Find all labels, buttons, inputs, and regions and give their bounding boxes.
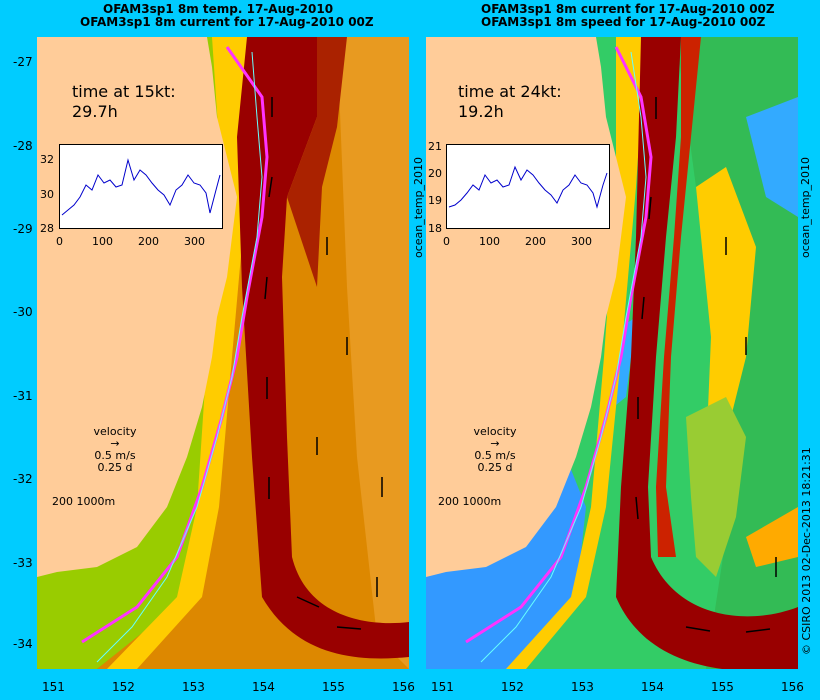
depth-200: 200 <box>438 495 459 508</box>
lon-tick-right-156: 156 <box>781 680 804 694</box>
speed-map <box>426 37 798 669</box>
right-inset-chart <box>446 144 610 229</box>
right-velocity-legend: velocity → 0.5 m/s 0.25 d <box>460 426 530 474</box>
velocity-arrow-icon: → <box>490 437 500 450</box>
right-title-line2: OFAM3sp1 8m speed for 17-Aug-2010 00Z <box>481 15 766 29</box>
right-inset-xtick-300: 300 <box>571 235 592 248</box>
lat-tick-32: -32 <box>13 472 33 486</box>
velocity-duration: 0.25 d <box>97 461 133 474</box>
temperature-map <box>37 37 409 669</box>
lat-tick-28: -28 <box>13 139 33 153</box>
lon-tick-right-152: 152 <box>501 680 524 694</box>
right-inset-ytick-21: 21 <box>428 140 442 153</box>
right-inset-ytick-18: 18 <box>428 222 442 235</box>
lon-tick-left-153: 153 <box>182 680 205 694</box>
left-velocity-legend: velocity → 0.5 m/s 0.25 d <box>80 426 150 474</box>
velocity-arrow-icon: → <box>110 437 120 450</box>
left-depth-scale: 200 1000m <box>52 495 115 508</box>
right-inset-xtick-0: 0 <box>443 235 450 248</box>
left-time-label: time at 15kt: <box>72 82 176 101</box>
lon-tick-right-153: 153 <box>571 680 594 694</box>
right-inset-ytick-20: 20 <box>428 167 442 180</box>
right-time-label: time at 24kt: <box>458 82 562 101</box>
lat-tick-34: -34 <box>13 637 33 651</box>
left-time-value: 29.7h <box>72 102 118 121</box>
left-inset-ytick-32: 32 <box>40 153 54 166</box>
lat-tick-27: -27 <box>13 55 33 69</box>
copyright-label: © CSIRO 2013 02-Dec-2013 18:21:31 <box>800 447 813 655</box>
right-inset-side-label: ocean_temp_2010 <box>412 156 425 258</box>
left-inset-xtick-300: 300 <box>184 235 205 248</box>
velocity-speed: 0.5 m/s <box>94 449 136 462</box>
velocity-title: velocity <box>473 425 517 438</box>
lon-tick-left-156: 156 <box>392 680 415 694</box>
left-title-line1: OFAM3sp1 8m temp. 17-Aug-2010 <box>103 2 334 16</box>
depth-1000: 1000m <box>76 495 116 508</box>
right-title-line1: OFAM3sp1 8m current for 17-Aug-2010 00Z <box>481 2 775 16</box>
velocity-title: velocity <box>93 425 137 438</box>
left-inset-chart <box>59 144 223 229</box>
lat-tick-31: -31 <box>13 389 33 403</box>
right-inset-xtick-200: 200 <box>525 235 546 248</box>
lon-tick-right-154: 154 <box>641 680 664 694</box>
left-inset-xtick-0: 0 <box>56 235 63 248</box>
lon-tick-left-154: 154 <box>252 680 275 694</box>
left-title-line2: OFAM3sp1 8m current for 17-Aug-2010 00Z <box>80 15 374 29</box>
left-inset-xtick-200: 200 <box>138 235 159 248</box>
left-inset-ytick-28: 28 <box>40 222 54 235</box>
right-inset-ytick-19: 19 <box>428 194 442 207</box>
left-inset-xtick-100: 100 <box>92 235 113 248</box>
right-depth-scale: 200 1000m <box>438 495 501 508</box>
left-inset-ytick-30: 30 <box>40 188 54 201</box>
right-side-label: ocean_temp_2010 <box>799 156 812 258</box>
velocity-duration: 0.25 d <box>477 461 513 474</box>
lat-tick-30: -30 <box>13 305 33 319</box>
lon-tick-right-151: 151 <box>431 680 454 694</box>
right-time-value: 19.2h <box>458 102 504 121</box>
lat-tick-29: -29 <box>13 222 33 236</box>
lon-tick-right-155: 155 <box>711 680 734 694</box>
right-inset-xtick-100: 100 <box>479 235 500 248</box>
velocity-speed: 0.5 m/s <box>474 449 516 462</box>
lat-tick-33: -33 <box>13 556 33 570</box>
lon-tick-left-155: 155 <box>322 680 345 694</box>
lon-tick-left-151: 151 <box>42 680 65 694</box>
depth-200: 200 <box>52 495 73 508</box>
lon-tick-left-152: 152 <box>112 680 135 694</box>
depth-1000: 1000m <box>462 495 502 508</box>
